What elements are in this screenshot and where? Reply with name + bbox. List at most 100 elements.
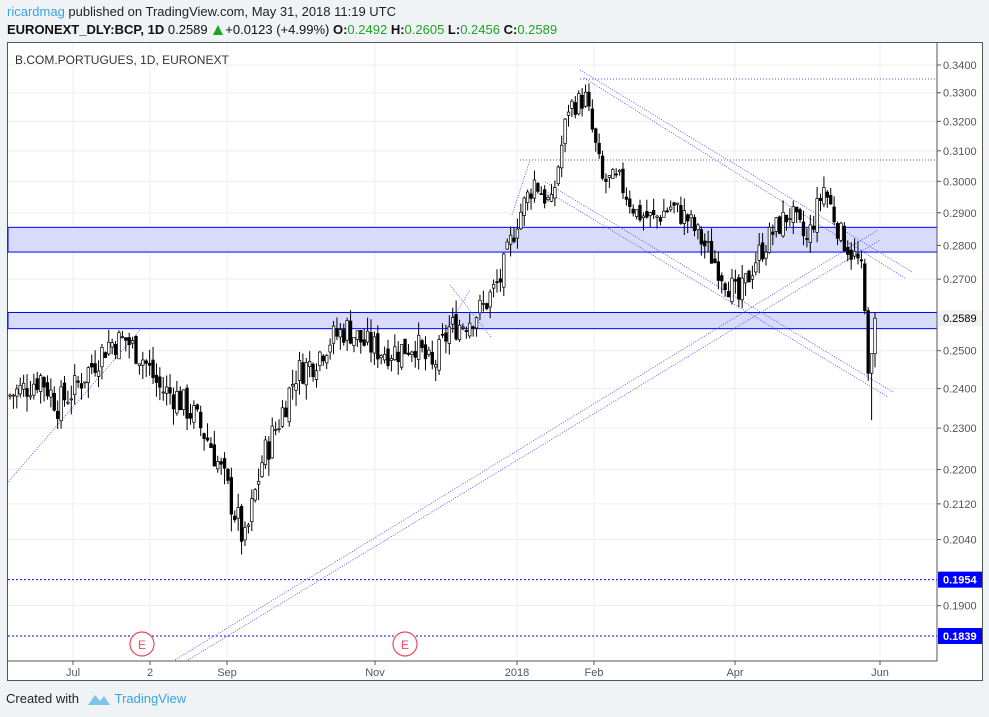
candle-down (430, 352, 434, 365)
level-price-label: 0.1839 (943, 631, 977, 643)
level-price-label: 0.1954 (943, 575, 978, 587)
candle-down (151, 359, 155, 378)
tradingview-link[interactable]: TradingView (114, 691, 187, 706)
candle-up (328, 344, 332, 353)
candle-down (335, 328, 339, 337)
candle-down (321, 355, 325, 362)
time-tick-label: 2 (147, 667, 153, 679)
candle-up (38, 375, 43, 392)
candle-up (525, 191, 530, 204)
candle-up (648, 212, 652, 216)
candle-up (253, 489, 257, 501)
candle-down (239, 506, 244, 542)
candle-down (25, 388, 29, 397)
candle-down (444, 332, 448, 342)
candle-up (764, 251, 768, 259)
candle-up (515, 228, 520, 239)
candle-up (32, 383, 36, 396)
candle-down (90, 363, 94, 368)
candle-down (188, 413, 193, 419)
candle-up (270, 425, 274, 459)
author-link[interactable]: ricardmag (7, 4, 65, 19)
candle-up (839, 222, 843, 241)
candle-up (379, 354, 383, 358)
candle-down (866, 310, 870, 374)
candle-up (468, 322, 472, 337)
candle-up (869, 353, 874, 374)
candle-down (679, 205, 683, 224)
earnings-marker-label: E (138, 638, 146, 652)
candle-up (246, 524, 251, 527)
candle-up (675, 202, 680, 205)
candle-up (662, 210, 666, 218)
candle-down (362, 339, 366, 346)
candle-up (325, 355, 329, 364)
candle-up (808, 224, 812, 243)
candle-down (723, 283, 727, 291)
candle-down (440, 333, 445, 336)
candle-down (158, 376, 162, 388)
high-label: H: (390, 22, 405, 37)
candle-up (260, 462, 264, 477)
candle-up (117, 332, 121, 360)
low-value: 0.2456 (460, 22, 500, 37)
candle-up (216, 461, 220, 470)
candle-up (100, 347, 104, 368)
candle-down (396, 351, 400, 362)
close-value: 0.2589 (517, 22, 558, 37)
candle-up (382, 353, 387, 361)
candle-down (795, 206, 799, 213)
time-tick-label: Nov (365, 667, 385, 679)
candle-up (611, 169, 615, 179)
candle-down (638, 204, 642, 221)
publish-text: published on TradingView.com, May 31, 20… (64, 4, 397, 19)
candle-down (784, 214, 789, 223)
candle-down (420, 340, 424, 348)
candle-up (583, 91, 588, 107)
candle-down (536, 183, 540, 192)
candle-down (301, 362, 305, 384)
candle-down (631, 208, 635, 214)
candle-down (863, 263, 867, 312)
candle-down (147, 362, 152, 366)
created-with: Created with (6, 691, 79, 706)
candle-up (297, 360, 302, 381)
candle-up (318, 351, 322, 367)
candle-down (818, 197, 823, 201)
low-label: L: (447, 22, 461, 37)
price-tick-label: 0.2400 (943, 384, 977, 396)
trendline (511, 159, 531, 216)
candle-up (243, 527, 247, 541)
candle-up (560, 144, 564, 169)
candle-up (822, 187, 826, 205)
candle-up (730, 277, 734, 303)
candle-up (161, 391, 165, 394)
candle-down (93, 363, 97, 373)
price-tick-label: 0.2900 (943, 208, 977, 220)
candle-down (79, 383, 84, 389)
candle-up (280, 407, 285, 427)
candle-down (76, 380, 80, 383)
candle-up (110, 342, 114, 348)
candle-down (178, 390, 182, 411)
candle-down (342, 329, 346, 343)
candle-down (35, 378, 39, 390)
ohlc-header: EURONEXT_DLY:BCP, 1D 0.2589 +0.0123 (+4.… (7, 22, 557, 37)
candle-down (842, 225, 847, 252)
up-arrow-icon (213, 25, 224, 35)
support-resistance-zone (7, 311, 938, 330)
candle-down (703, 240, 707, 247)
candle-down (624, 196, 629, 200)
price-tick-label: 0.2700 (943, 274, 977, 286)
candle-down (495, 281, 499, 284)
candle-down (543, 189, 547, 204)
candle-up (192, 405, 196, 423)
candle-down (529, 193, 533, 199)
chart-frame[interactable] (7, 42, 983, 681)
candle-down (219, 461, 223, 465)
candle-down (777, 216, 782, 234)
candle-down (760, 242, 765, 260)
candle-down (168, 387, 172, 394)
candle-up (757, 244, 761, 261)
